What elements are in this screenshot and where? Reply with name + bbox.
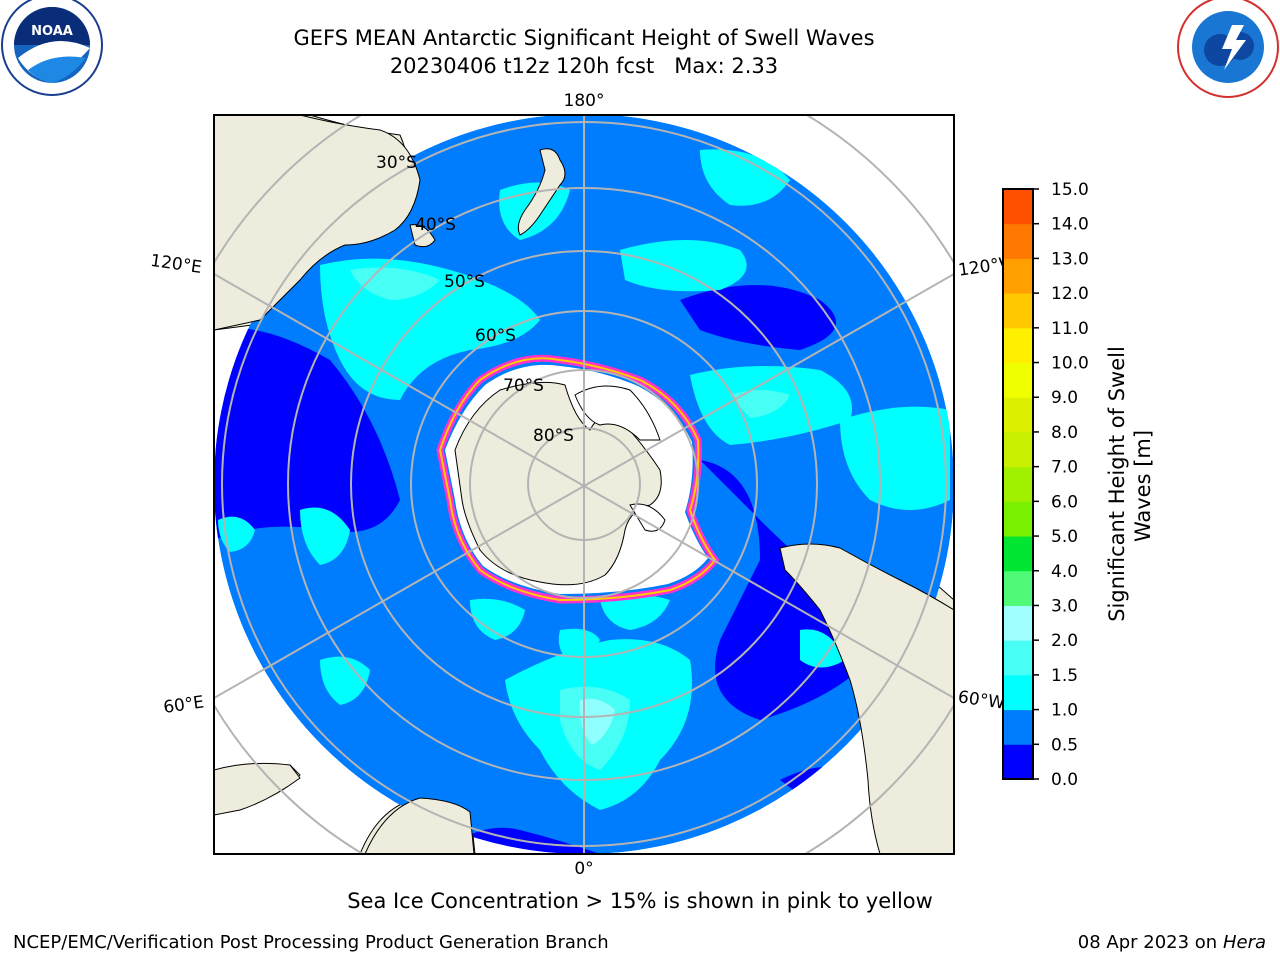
colorbar-tick-label: 9.0 xyxy=(1051,388,1078,408)
colorbar-segment xyxy=(1003,674,1033,711)
colorbar-label-line1: Significant Height of Swell xyxy=(1105,346,1129,622)
noaa-logo-text: NOAA xyxy=(31,24,73,39)
colorbar-tick-label: 3.0 xyxy=(1051,596,1078,616)
sea-ice-caption: Sea Ice Concentration > 15% is shown in … xyxy=(347,889,933,913)
colorbar-tick-label: 4.0 xyxy=(1051,562,1078,582)
colorbar: 0.0 0.5 1.0 1.5 2.0 3.0 4.0 5.0 6.0 7.0 8.0 9.0 10.0… xyxy=(1002,180,1155,790)
colorbar-segment xyxy=(1003,397,1033,433)
lat-label-80s: 80°S xyxy=(533,426,574,446)
colorbar-segment xyxy=(1003,258,1033,294)
colorbar-label-line2: Waves [m] xyxy=(1131,430,1155,542)
colorbar-tick-label: 0.5 xyxy=(1051,735,1078,755)
lat-label-60s: 60°S xyxy=(475,326,516,346)
colorbar-segment xyxy=(1003,431,1033,468)
footer-date: 08 Apr 2023 on Hera xyxy=(1078,932,1266,953)
footer-date-text: 08 Apr 2023 on xyxy=(1077,932,1223,953)
colorbar-segment xyxy=(1003,744,1033,780)
colorbar-segment xyxy=(1003,605,1033,641)
colorbar-tick-label: 14.0 xyxy=(1051,215,1089,235)
colorbar-segment xyxy=(1003,293,1033,329)
chart-subtitle: 20230406 t12z 120h fcst Max: 2.33 xyxy=(389,54,779,78)
colorbar-frame xyxy=(1002,188,1034,780)
colorbar-segment xyxy=(1003,362,1033,398)
lat-label-70s: 70°S xyxy=(503,376,544,396)
colorbar-segment xyxy=(1003,327,1033,364)
colorbar-tick-label: 7.0 xyxy=(1051,458,1078,478)
colorbar-segment xyxy=(1003,466,1033,502)
lat-label-30s: 30°S xyxy=(376,153,417,173)
colorbar-segment xyxy=(1003,570,1033,606)
colorbar-tick-label: 5.0 xyxy=(1051,527,1078,547)
colorbar-tick-label: 1.0 xyxy=(1051,701,1078,721)
lon-label-180: 180° xyxy=(564,91,605,111)
colorbar-segment xyxy=(1003,709,1033,745)
map-frame xyxy=(213,114,955,855)
colorbar-segment xyxy=(1003,223,1033,259)
lon-label-0: 0° xyxy=(574,859,593,879)
colorbar-tick-label: 1.5 xyxy=(1051,666,1078,686)
colorbar-segment xyxy=(1003,189,1033,225)
colorbar-tick-label: 12.0 xyxy=(1051,284,1089,304)
footer-credit: NCEP/EMC/Verification Post Processing Pr… xyxy=(13,932,609,953)
colorbar-tick-label: 8.0 xyxy=(1051,423,1078,443)
map-graticule xyxy=(214,115,954,854)
colorbar-tick-label: 0.0 xyxy=(1051,770,1078,790)
colorbar-tick-label: 10.0 xyxy=(1051,354,1089,374)
noaa-logo: NOAA xyxy=(1,0,103,96)
footer-host: Hera xyxy=(1222,932,1266,953)
lat-label-40s: 40°S xyxy=(415,215,456,235)
colorbar-segment xyxy=(1003,501,1033,537)
lon-label-120e: 120°E xyxy=(149,251,203,278)
colorbar-tick-label: 15.0 xyxy=(1051,180,1089,200)
chart-title: GEFS MEAN Antarctic Significant Height o… xyxy=(293,26,875,50)
colorbar-tick-label: 2.0 xyxy=(1051,631,1078,651)
colorbar-tick-label: 11.0 xyxy=(1051,319,1089,339)
lon-label-60w: 60°W xyxy=(957,687,1006,713)
nws-logo xyxy=(1177,0,1279,98)
lat-label-50s: 50°S xyxy=(444,272,485,292)
colorbar-segment xyxy=(1003,536,1033,572)
colorbar-tick-label: 13.0 xyxy=(1051,249,1089,269)
colorbar-segment xyxy=(1003,640,1033,676)
colorbar-tick-label: 6.0 xyxy=(1051,492,1078,512)
lon-label-60e: 60°E xyxy=(162,692,205,717)
